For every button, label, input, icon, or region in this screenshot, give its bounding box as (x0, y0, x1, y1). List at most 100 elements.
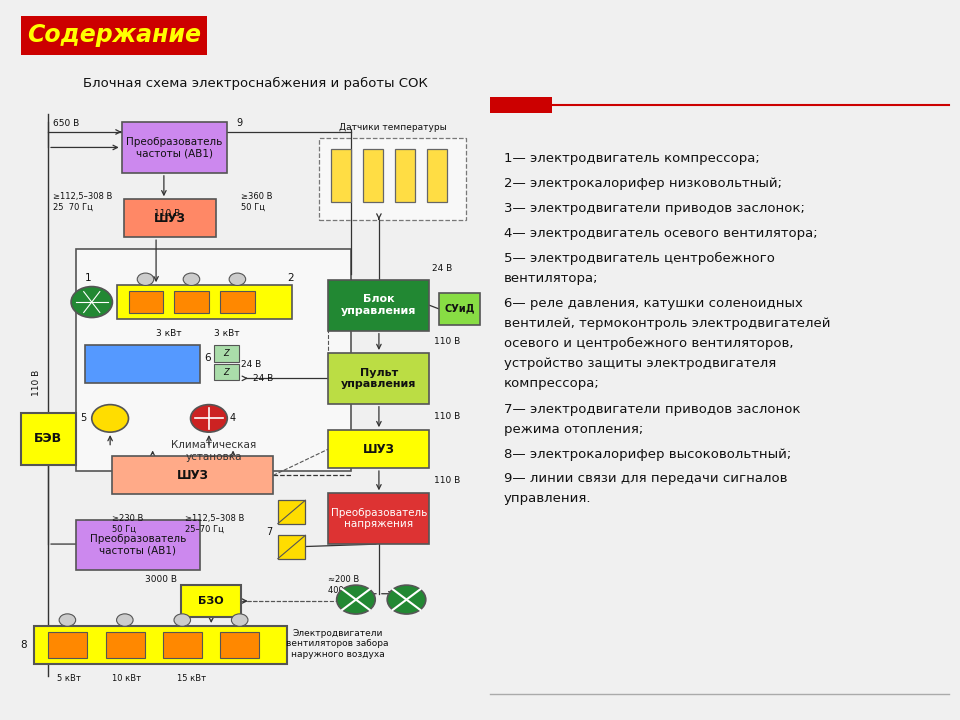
Bar (330, 150, 351, 202)
Text: 8— электрокалорифер высоковольтный;: 8— электрокалорифер высоковольтный; (504, 448, 791, 461)
Bar (20, 16, 207, 55)
Circle shape (387, 585, 426, 614)
Bar (439, 293, 480, 325)
Text: 3: 3 (223, 354, 229, 364)
Text: 24 В: 24 В (432, 264, 452, 273)
Circle shape (174, 614, 190, 626)
Text: 2: 2 (287, 273, 294, 283)
Circle shape (183, 273, 200, 285)
Text: Z: Z (223, 349, 228, 358)
Text: Блочная схема электроснабжения и работы СОК: Блочная схема электроснабжения и работы … (83, 77, 427, 91)
Text: Преобразователь
частоты (АВ1): Преобразователь частоты (АВ1) (89, 534, 186, 556)
Text: Датчики температуры: Датчики температуры (339, 123, 446, 132)
Bar (106, 631, 145, 658)
Bar (427, 150, 447, 202)
Text: 3 кВт: 3 кВт (213, 329, 239, 338)
Text: режима отопления;: режима отопления; (504, 423, 643, 436)
Text: ≥230 В
50 Гц: ≥230 В 50 Гц (112, 514, 144, 534)
Bar (124, 199, 216, 237)
Text: ≥360 В
50 Гц: ≥360 В 50 Гц (241, 192, 273, 212)
Text: 1: 1 (84, 273, 91, 283)
Text: 7— электродвигатели приводов заслонок: 7— электродвигатели приводов заслонок (504, 403, 801, 416)
Text: Пульт
управления: Пульт управления (341, 367, 417, 389)
Text: 24 В: 24 В (241, 360, 261, 369)
Text: 6— реле давления, катушки соленоидных: 6— реле давления, катушки соленоидных (504, 297, 803, 310)
Circle shape (229, 273, 246, 285)
Text: вентилей, термоконтроль электродвигателей: вентилей, термоконтроль электродвигателе… (504, 317, 830, 330)
Text: 10 кВт: 10 кВт (112, 674, 141, 683)
Text: Блок
управления: Блок управления (341, 294, 417, 316)
Text: 8: 8 (20, 640, 27, 650)
Text: Электродвигатели
вентиляторов забора
наружного воздуха: Электродвигатели вентиляторов забора нар… (286, 629, 389, 659)
Text: осевого и центробежного вентиляторов,: осевого и центробежного вентиляторов, (504, 337, 793, 350)
Text: ≥112,5–308 В
25–70 Гц: ≥112,5–308 В 25–70 Гц (184, 514, 244, 534)
Bar (221, 291, 254, 313)
Bar (328, 430, 429, 468)
Circle shape (60, 614, 76, 626)
Bar (221, 631, 259, 658)
Text: БЭВ: БЭВ (34, 432, 62, 446)
Bar (213, 364, 239, 380)
Text: 110 В: 110 В (32, 370, 41, 397)
Text: Преобразователь
частоты (АВ1): Преобразователь частоты (АВ1) (127, 137, 223, 158)
Circle shape (190, 405, 228, 432)
Text: управления.: управления. (504, 492, 591, 505)
Bar (319, 138, 467, 220)
Text: 4: 4 (229, 413, 236, 423)
Circle shape (337, 585, 375, 614)
Text: 24 В: 24 В (252, 374, 273, 383)
Bar (328, 353, 429, 404)
Circle shape (116, 614, 133, 626)
Text: 1— электродвигатель компрессора;: 1— электродвигатель компрессора; (504, 152, 759, 165)
Text: устройство защиты электродвигателя: устройство защиты электродвигателя (504, 357, 777, 370)
Text: 110 В: 110 В (434, 337, 461, 346)
Text: компрессора;: компрессора; (504, 377, 600, 390)
Bar (277, 500, 305, 523)
Text: ≥112,5–308 В
25  70 Гц: ≥112,5–308 В 25 70 Гц (53, 192, 112, 212)
Bar (35, 626, 287, 664)
Bar (328, 280, 429, 330)
Circle shape (71, 287, 112, 318)
Text: вентилятора;: вентилятора; (504, 272, 598, 286)
Circle shape (92, 405, 129, 432)
Bar (277, 535, 305, 559)
Text: Z: Z (223, 368, 228, 377)
Text: Преобразователь
напряжения: Преобразователь напряжения (331, 508, 427, 529)
Circle shape (231, 614, 248, 626)
Bar (181, 585, 241, 617)
Text: 5: 5 (81, 413, 86, 423)
Text: 3— электродвигатели приводов заслонок;: 3— электродвигатели приводов заслонок; (504, 202, 804, 215)
Text: БЗО: БЗО (199, 596, 224, 606)
Text: 4— электродвигатель осевого вентилятора;: 4— электродвигатель осевого вентилятора; (504, 228, 818, 240)
Bar (117, 285, 292, 319)
Bar (213, 346, 239, 361)
Text: 5— электродвигатель центробежного: 5— электродвигатель центробежного (504, 253, 775, 266)
Text: 110 В: 110 В (434, 476, 461, 485)
Text: СУиД: СУиД (444, 304, 474, 314)
Text: 9: 9 (236, 118, 243, 128)
Bar (122, 122, 228, 173)
Text: 110 В: 110 В (154, 210, 180, 218)
Text: Содержание: Содержание (27, 24, 201, 48)
Text: ШУЗ: ШУЗ (177, 469, 208, 482)
Circle shape (137, 273, 154, 285)
Text: Климатическая
установка: Климатическая установка (171, 440, 256, 462)
Bar (129, 291, 163, 313)
Bar (84, 346, 200, 383)
Text: 9— линии связи для передачи сигналов: 9— линии связи для передачи сигналов (504, 472, 787, 485)
Text: 15 кВт: 15 кВт (177, 674, 205, 683)
Text: ≈200 В
400 Гц: ≈200 В 400 Гц (328, 575, 360, 595)
Bar (112, 456, 274, 495)
Text: 5 кВт: 5 кВт (58, 674, 82, 683)
Bar (175, 291, 209, 313)
Bar (395, 150, 416, 202)
Text: 110 В: 110 В (434, 413, 461, 421)
Text: ШУЗ: ШУЗ (154, 212, 186, 225)
Text: 650 В: 650 В (53, 119, 79, 128)
Text: 7: 7 (266, 527, 273, 537)
Text: 6: 6 (204, 354, 211, 364)
Bar (490, 96, 552, 112)
Bar (20, 413, 76, 465)
Bar (76, 249, 351, 471)
Bar (363, 150, 383, 202)
